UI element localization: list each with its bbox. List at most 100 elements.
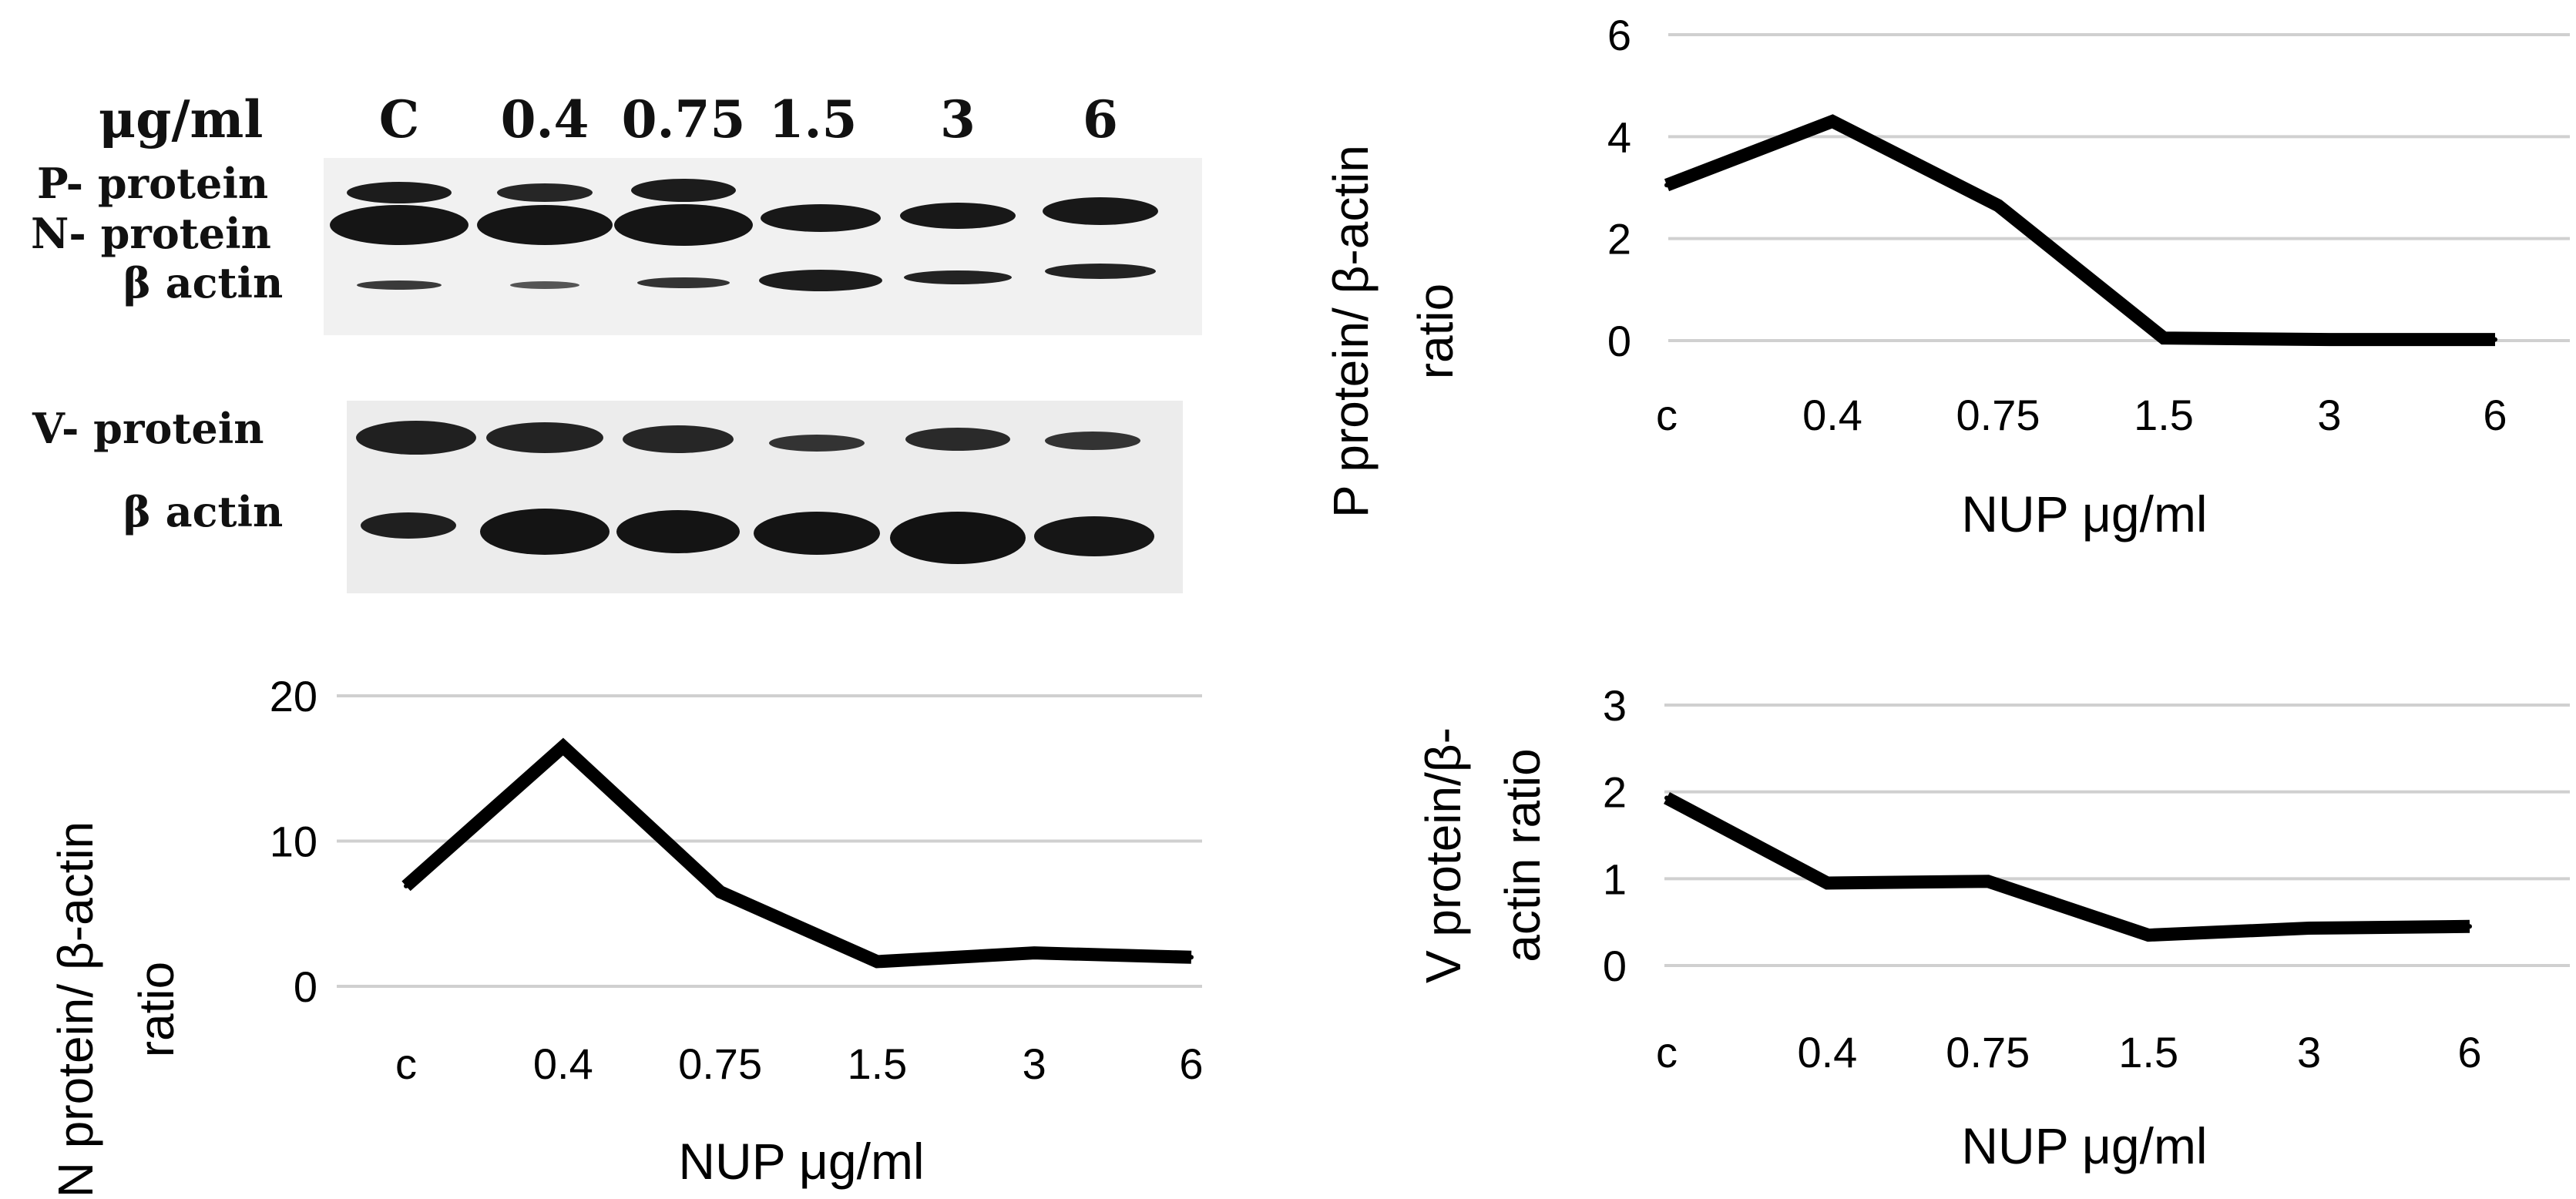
y-axis-label-line: V protein/β- [1416, 727, 1471, 983]
data-point [717, 889, 723, 895]
blot-row-label-p-protein: P- protein [37, 159, 268, 208]
x-axis-label: NUP μg/ml [1961, 485, 2207, 542]
blot-band-p-protein [497, 183, 593, 202]
blot-lane-label: C [379, 89, 420, 149]
blot-band-beta-actin-top [759, 270, 882, 291]
x-tick-label: 1.5 [847, 1039, 907, 1088]
y-tick-label: 0 [1603, 942, 1627, 990]
x-tick-label: 6 [1179, 1039, 1203, 1088]
y-axis-label-line: actin ratio [1495, 748, 1550, 962]
data-point [1985, 878, 1990, 884]
blot-band-n-protein [477, 205, 613, 245]
y-tick-label: 6 [1607, 11, 1631, 59]
x-tick-label: c [1656, 391, 1678, 439]
y-axis-label: N protein/ β-actin ratio [48, 821, 184, 1198]
x-tick-label: 0.75 [678, 1039, 762, 1088]
chart-v-protein-ratio: 0 1 2 3 c 0.4 0.75 1.5 3 6 NUP μg/ml V protein/β-ac… [1416, 681, 2570, 1174]
blot-band-v-protein [905, 428, 1010, 451]
data-point [1189, 955, 1194, 960]
blot-membrane-bottom [347, 401, 1183, 593]
blot-band-v-protein [769, 435, 865, 452]
blot-lane-label: 0.75 [622, 89, 746, 149]
blot-band-p-protein [631, 179, 736, 202]
blot-band-beta-actin-top [510, 281, 579, 289]
data-point [1664, 183, 1669, 188]
x-tick-label: 1.5 [2134, 391, 2194, 439]
data-point [2161, 335, 2166, 341]
data-point [1032, 950, 1037, 956]
y-tick-label: 2 [1603, 768, 1627, 817]
series-line [1664, 114, 2495, 347]
blot-band-n-protein [614, 204, 753, 246]
y-tick-label: 10 [270, 818, 317, 866]
y-axis-label-line: ratio [129, 962, 184, 1058]
x-tick-label: 6 [2457, 1028, 2481, 1076]
y-tick-label: 1 [1603, 855, 1627, 903]
y-axis-label-line: N protein/ β-actin [48, 821, 103, 1198]
chart-p-protein-ratio: 0 2 4 6 c 0.4 0.75 1.5 3 6 NUP μg/ml P protein/ β-a… [1323, 11, 2570, 542]
blot-band-n-protein [761, 204, 881, 232]
blot-band-beta-actin-bottom [754, 512, 880, 555]
x-tick-label: 1.5 [2118, 1028, 2178, 1076]
blot-band-beta-actin-bottom [361, 512, 456, 539]
blot-band-v-protein [1045, 432, 1140, 450]
y-tick-label: 4 [1607, 113, 1631, 161]
x-tick-label: 0.75 [1956, 391, 2040, 439]
blot-band-p-protein [347, 182, 452, 203]
data-point [1830, 119, 1835, 124]
data-point [1825, 880, 1830, 885]
data-point [1996, 203, 2000, 208]
y-tick-label: 20 [270, 672, 317, 720]
data-point [2493, 337, 2497, 342]
blot-row-label-beta-actin-top: β actin [123, 258, 283, 307]
blot-membrane-top [324, 158, 1202, 335]
blot-band-beta-actin-top [637, 277, 730, 288]
y-axis-label-line: ratio [1408, 284, 1463, 380]
x-axis-label: NUP μg/ml [678, 1133, 924, 1190]
data-point [2327, 337, 2332, 342]
x-axis-label: NUP μg/ml [1961, 1117, 2207, 1174]
blot-row-label-v-protein: V- protein [32, 404, 264, 453]
x-tick-label: 3 [2297, 1028, 2321, 1076]
x-tick-label: 3 [1023, 1039, 1046, 1088]
western-blot-panel: μg/ml P- protein N- protein β actin V- p… [31, 89, 1202, 593]
blot-band-beta-actin-top [1045, 264, 1156, 279]
blot-lane-label: 1.5 [769, 89, 858, 149]
y-tick-label: 2 [1607, 215, 1631, 264]
x-tick-label: 0.4 [1797, 1028, 1857, 1076]
blot-row-label-n-protein: N- protein [31, 209, 271, 258]
x-tick-label: 3 [2317, 391, 2341, 439]
data-point [2146, 932, 2151, 938]
blot-band-v-protein [356, 421, 476, 455]
y-tick-label: 0 [294, 962, 317, 1011]
blot-band-beta-actin-bottom [1034, 516, 1154, 556]
blot-band-n-protein [900, 203, 1016, 229]
blot-band-v-protein [486, 422, 603, 453]
blot-band-v-protein [623, 425, 734, 453]
data-point [2306, 925, 2312, 931]
blot-band-beta-actin-bottom [616, 510, 740, 553]
data-point [1664, 795, 1669, 801]
blot-band-n-protein [1043, 197, 1158, 225]
blot-band-beta-actin-top [904, 270, 1012, 284]
x-tick-label: 6 [2483, 391, 2507, 439]
x-tick-label: 0.4 [533, 1039, 593, 1088]
blot-row-label-beta-actin-bottom: β actin [123, 487, 283, 536]
blot-lane-label: 0.4 [501, 89, 589, 149]
blot-band-beta-actin-top [357, 280, 442, 290]
series-line [1664, 792, 2470, 942]
data-point [404, 883, 408, 888]
series-line [401, 737, 1192, 969]
x-tick-label: c [395, 1039, 417, 1088]
x-tick-label: 0.4 [1802, 391, 1862, 439]
data-point [2467, 924, 2472, 929]
blot-band-beta-actin-bottom [480, 509, 610, 555]
y-tick-label: 3 [1603, 681, 1627, 730]
y-axis-label-line: P protein/ β-actin [1323, 145, 1379, 518]
data-point [875, 959, 880, 964]
x-tick-label: c [1656, 1028, 1678, 1076]
blot-lane-label: 3 [940, 89, 976, 149]
chart-n-protein-ratio: 0 10 20 c 0.4 0.75 1.5 3 6 NUP μg/ml N protein/ β-… [48, 672, 1204, 1197]
y-axis-label: V protein/β-actin ratio [1416, 727, 1550, 983]
